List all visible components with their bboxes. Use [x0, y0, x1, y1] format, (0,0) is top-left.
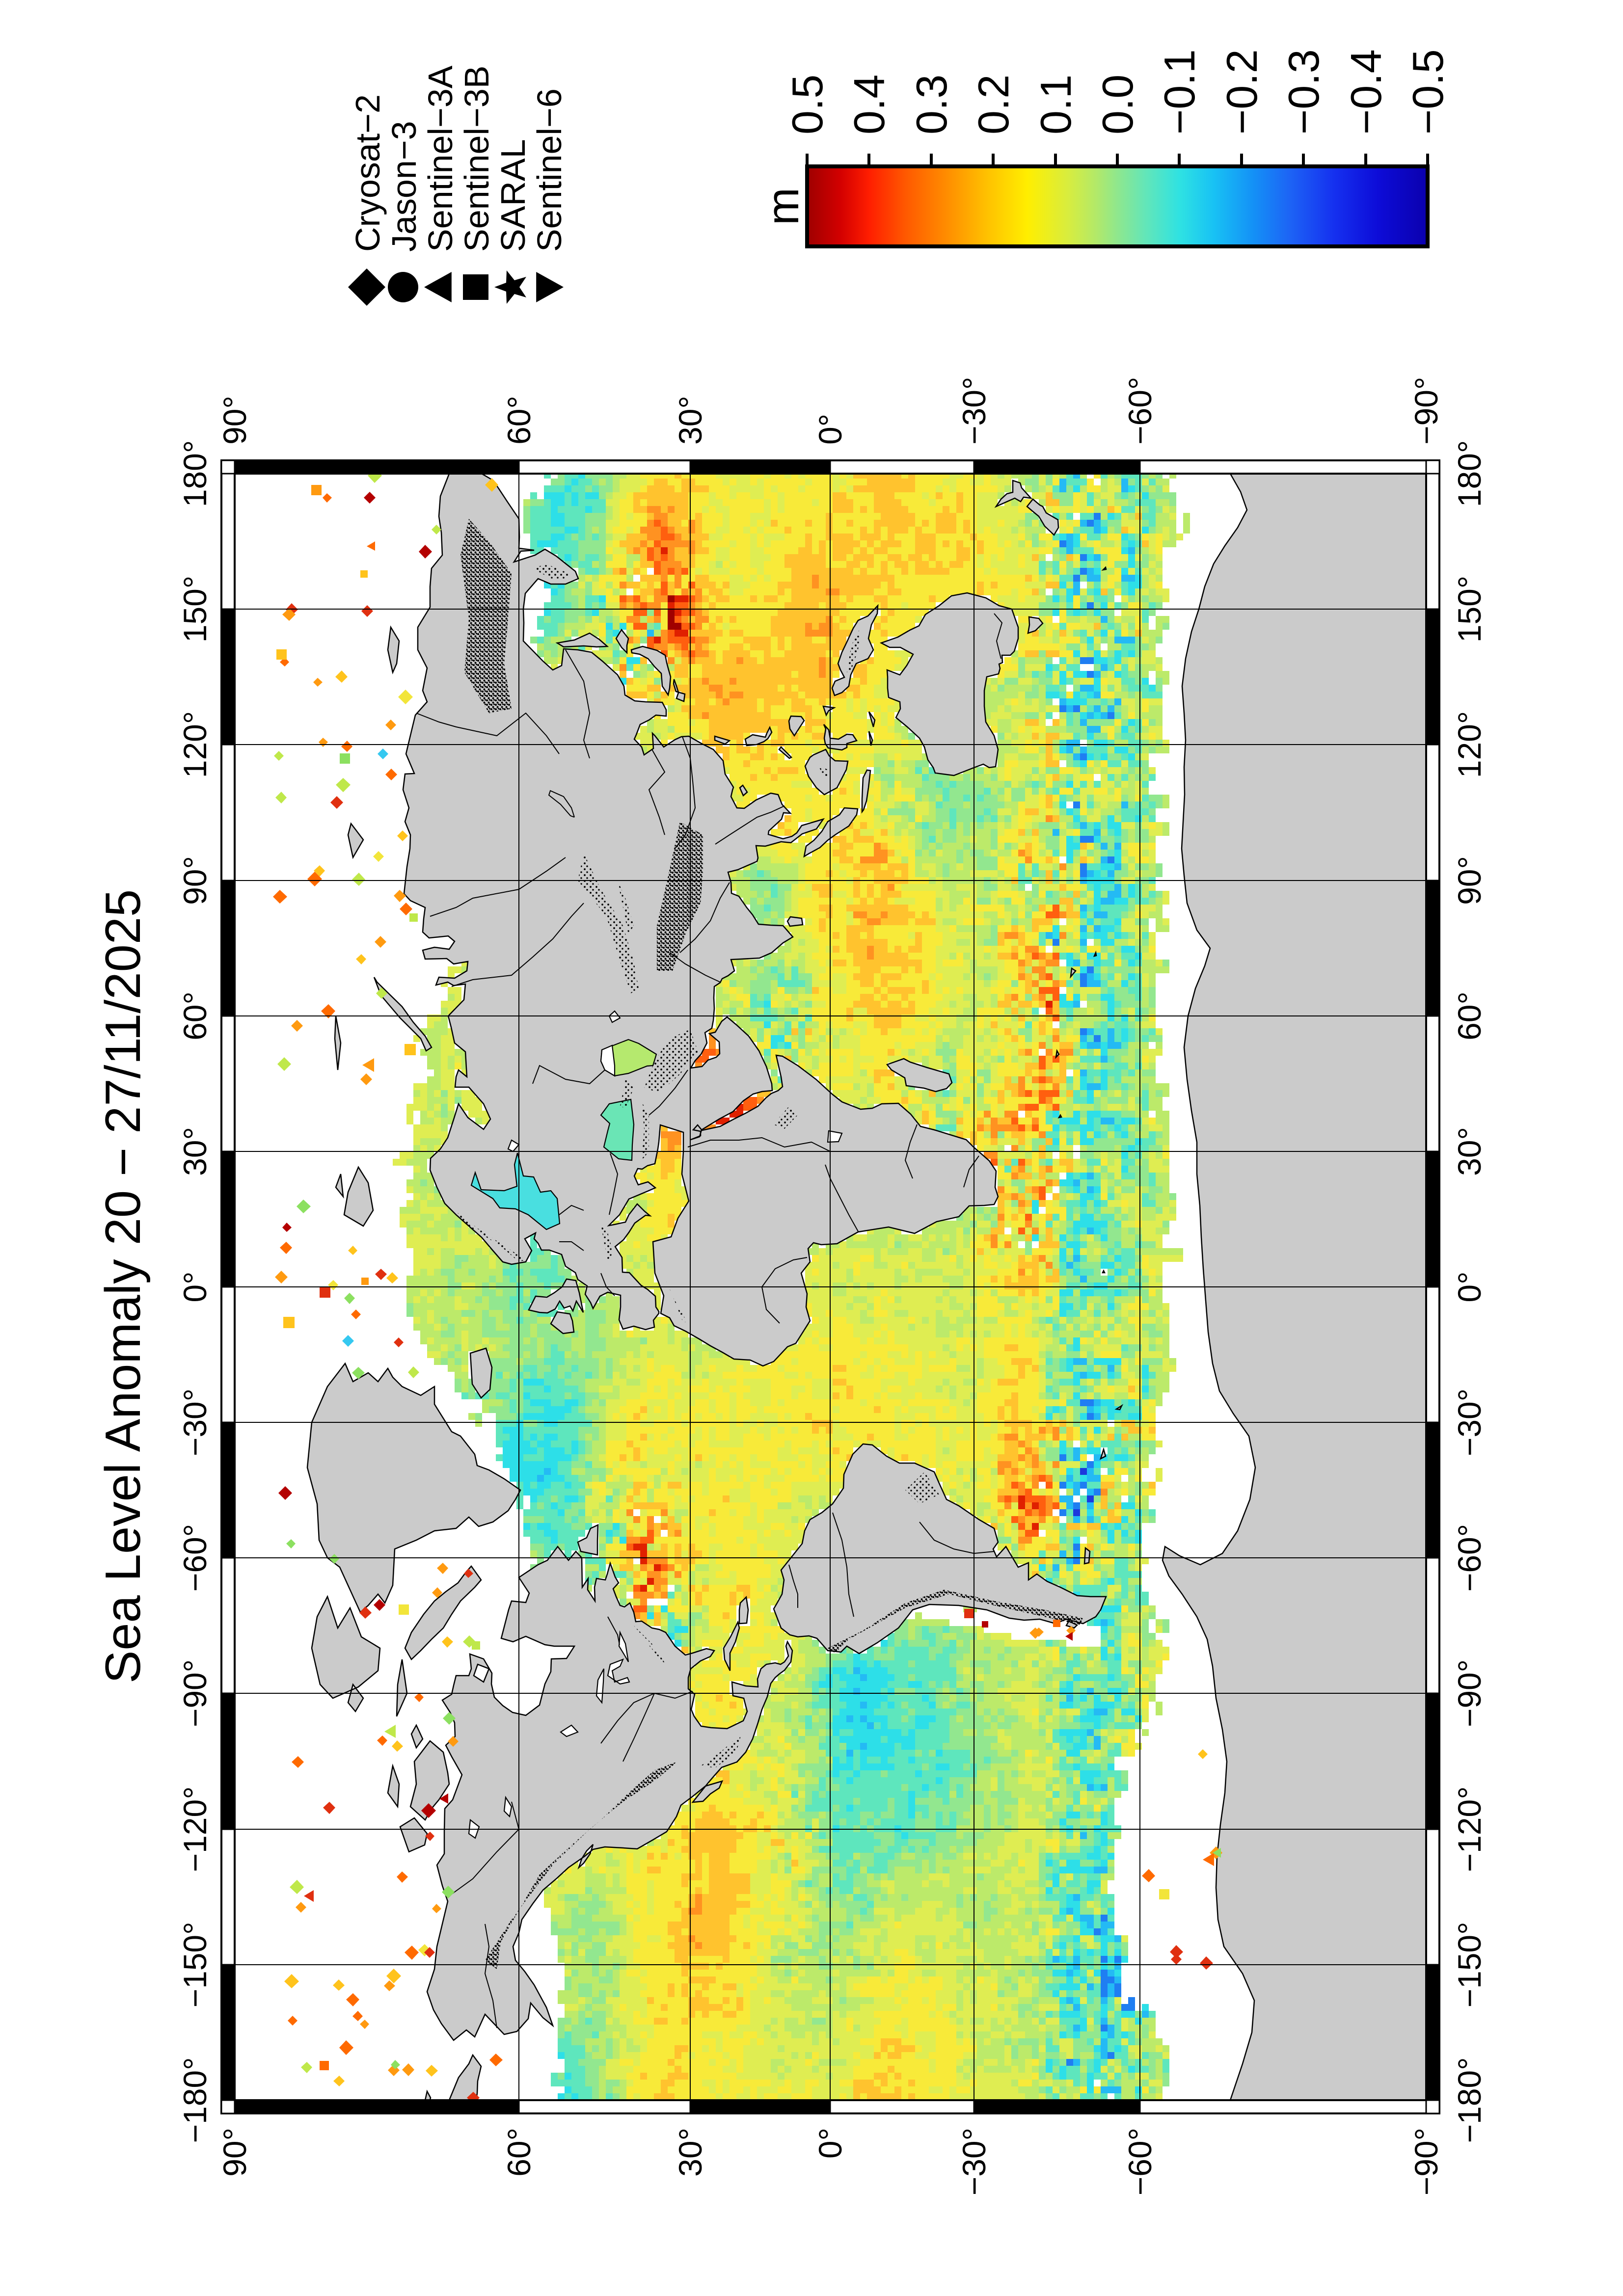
svg-text:−180°: −180°: [177, 2057, 213, 2143]
svg-text:0.5: 0.5: [783, 75, 832, 134]
svg-text:−30°: −30°: [956, 377, 992, 445]
svg-text:120°: 120°: [1451, 711, 1488, 778]
svg-text:30°: 30°: [1451, 1127, 1488, 1176]
svg-text:−180°: −180°: [1451, 2057, 1488, 2143]
svg-text:SARAL: SARAL: [494, 139, 532, 252]
svg-text:60°: 60°: [1451, 991, 1488, 1041]
svg-text:−0.2: −0.2: [1217, 49, 1266, 134]
svg-text:0.2: 0.2: [969, 75, 1018, 134]
svg-text:0°: 0°: [812, 414, 848, 445]
svg-text:−0.1: −0.1: [1155, 49, 1204, 134]
svg-text:0°: 0°: [1451, 1271, 1488, 1302]
svg-text:−120°: −120°: [1451, 1786, 1488, 1872]
svg-text:90°: 90°: [216, 396, 253, 445]
svg-text:Sentinel−6: Sentinel−6: [530, 88, 568, 252]
svg-text:−30°: −30°: [956, 2128, 992, 2195]
svg-text:30°: 30°: [672, 2128, 708, 2177]
svg-text:−60°: −60°: [1122, 2128, 1158, 2195]
svg-text:90°: 90°: [216, 2128, 253, 2177]
svg-text:−90°: −90°: [1408, 2128, 1444, 2195]
svg-text:Sea Level Anomaly 20 − 27/11/2: Sea Level Anomaly 20 − 27/11/2025: [96, 889, 151, 1683]
svg-text:−30°: −30°: [177, 1388, 213, 1456]
svg-text:−60°: −60°: [1451, 1524, 1488, 1592]
svg-text:−0.3: −0.3: [1279, 49, 1328, 134]
svg-text:Sentinel−3B: Sentinel−3B: [458, 66, 496, 252]
svg-text:−30°: −30°: [1451, 1388, 1488, 1456]
svg-text:−90°: −90°: [1408, 377, 1444, 445]
svg-text:0°: 0°: [812, 2128, 848, 2159]
svg-text:−0.4: −0.4: [1342, 49, 1390, 134]
svg-text:−150°: −150°: [1451, 1922, 1488, 2007]
svg-text:−120°: −120°: [177, 1786, 213, 1872]
svg-text:150°: 150°: [1451, 576, 1488, 643]
svg-text:Sentinel−3A: Sentinel−3A: [421, 65, 460, 252]
svg-text:60°: 60°: [177, 991, 213, 1041]
svg-text:60°: 60°: [501, 2128, 537, 2177]
svg-text:−60°: −60°: [177, 1524, 213, 1592]
svg-text:Cryosat−2: Cryosat−2: [349, 94, 387, 252]
svg-text:0.0: 0.0: [1093, 75, 1142, 134]
svg-text:−60°: −60°: [1122, 377, 1158, 445]
svg-text:0.4: 0.4: [845, 75, 893, 134]
svg-text:−90°: −90°: [1451, 1659, 1488, 1727]
svg-text:−0.5: −0.5: [1404, 49, 1452, 134]
svg-text:180°: 180°: [1451, 440, 1488, 507]
svg-text:90°: 90°: [177, 856, 213, 905]
svg-text:30°: 30°: [672, 396, 708, 445]
svg-text:30°: 30°: [177, 1127, 213, 1176]
svg-text:m: m: [758, 187, 808, 225]
svg-text:0.1: 0.1: [1031, 75, 1080, 134]
svg-text:Jason−3: Jason−3: [385, 121, 423, 252]
svg-text:120°: 120°: [177, 711, 213, 778]
svg-text:0.3: 0.3: [907, 75, 956, 134]
svg-text:−90°: −90°: [177, 1659, 213, 1727]
svg-text:0°: 0°: [177, 1271, 213, 1302]
svg-text:180°: 180°: [177, 440, 213, 507]
svg-text:60°: 60°: [501, 396, 537, 445]
svg-text:−150°: −150°: [177, 1922, 213, 2007]
svg-text:150°: 150°: [177, 576, 213, 643]
svg-text:90°: 90°: [1451, 856, 1488, 905]
